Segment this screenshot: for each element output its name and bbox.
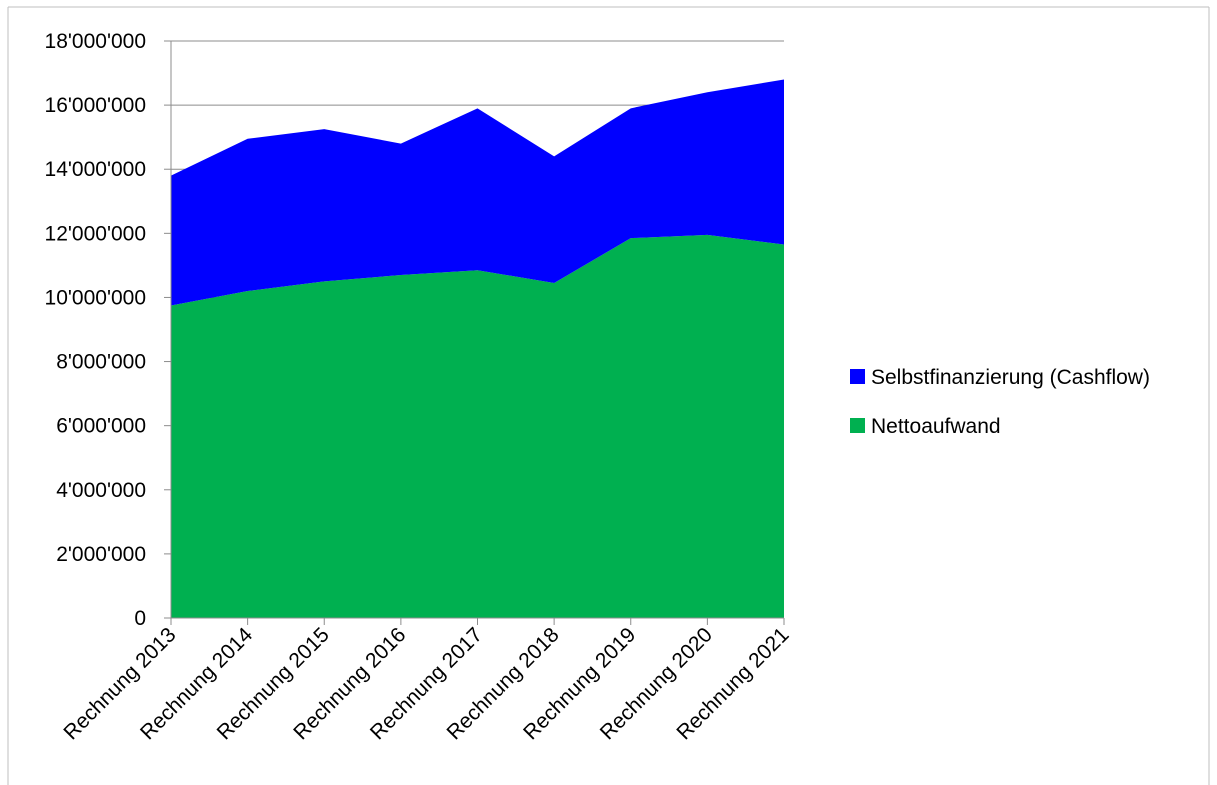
legend-swatch-nettoaufwand — [850, 418, 865, 433]
y-tick-label: 16'000'000 — [45, 94, 146, 117]
area-series-cashflow — [171, 79, 784, 306]
y-tick-label: 10'000'000 — [45, 286, 146, 309]
legend-swatch-cashflow — [850, 369, 865, 384]
area-series-nettoaufwand — [171, 234, 784, 619]
y-tick-label: 4'000'000 — [56, 479, 146, 502]
y-tick-label: 12'000'000 — [45, 222, 146, 245]
y-axis-tick-labels: 0 2'000'000 4'000'000 6'000'000 8'000'000 10'… — [45, 30, 146, 630]
y-tick-label: 14'000'000 — [45, 158, 146, 181]
y-tick-label: 8'000'000 — [56, 351, 146, 374]
plot-areas — [171, 79, 784, 619]
legend-label-nettoaufwand: Nettoaufwand — [871, 415, 1001, 438]
y-tick-label: 6'000'000 — [56, 415, 146, 438]
y-tick-label: 0 — [134, 607, 146, 630]
legend-label-cashflow: Selbstfinanzierung (Cashflow) — [871, 366, 1150, 389]
legend: Selbstfinanzierung (Cashflow) Nettoaufwa… — [850, 366, 1150, 438]
y-tick-label: 2'000'000 — [56, 543, 146, 566]
y-tick-label: 18'000'000 — [45, 30, 146, 53]
axes — [164, 40, 785, 625]
